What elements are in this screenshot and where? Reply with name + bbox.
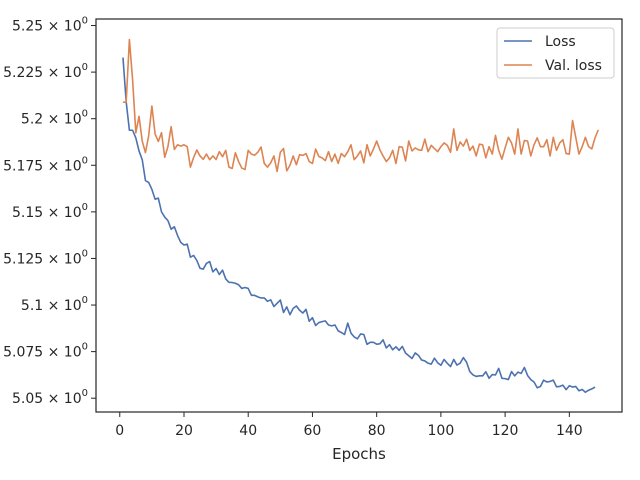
y-tick-label: 5.075 × 100 <box>3 342 88 361</box>
x-axis: 0 20 40 60 80 100 120 140 <box>115 412 583 439</box>
y-tick-label: 5.25 × 100 <box>12 16 88 35</box>
x-tick-label: 100 <box>428 423 455 439</box>
y-tick-label: 5.225 × 100 <box>3 62 88 81</box>
series-line-val-loss <box>122 38 599 173</box>
y-tick-label: 5.1 × 100 <box>21 295 88 314</box>
x-tick-label: 40 <box>239 423 257 439</box>
legend-label: Loss <box>545 34 576 50</box>
x-tick-label: 80 <box>368 423 386 439</box>
plot-area <box>122 38 599 394</box>
legend-label: Val. loss <box>545 58 602 74</box>
series-line-loss <box>122 57 596 394</box>
y-tick-label: 5.15 × 100 <box>12 202 88 221</box>
x-tick-label: 120 <box>492 423 519 439</box>
y-tick-label: 5.2 × 100 <box>21 109 88 128</box>
y-tick-label: 5.05 × 100 <box>12 388 88 407</box>
y-tick-label: 5.175 × 100 <box>3 155 88 174</box>
x-axis-label: Epochs <box>332 445 386 463</box>
plot-frame <box>95 18 623 413</box>
y-tick-label: 5.125 × 100 <box>3 248 88 267</box>
y-axis: 5.05 × 100 5.075 × 100 5.1 × 100 5.125 × 10… <box>3 16 96 407</box>
x-tick-label: 0 <box>115 423 124 439</box>
legend: Loss Val. loss <box>496 27 615 79</box>
x-tick-label: 140 <box>556 423 583 439</box>
x-tick-label: 20 <box>175 423 193 439</box>
x-tick-label: 60 <box>304 423 322 439</box>
